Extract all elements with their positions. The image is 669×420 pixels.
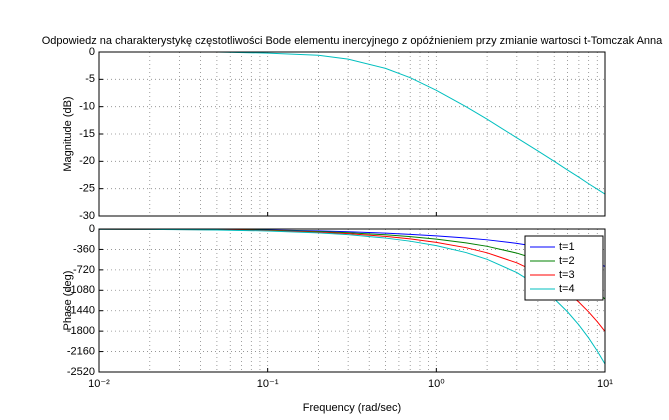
y-tick-label: -2520	[67, 366, 95, 378]
x-axis-label: Frequency (rad/sec)	[303, 402, 401, 414]
axes-box	[98, 51, 606, 217]
y-axis-label: Phase (deg)	[62, 271, 74, 331]
y-tick-label: -25	[79, 183, 95, 195]
data-line	[99, 229, 605, 365]
y-tick-label: -5	[85, 73, 95, 85]
x-tick-label: 10⁻¹	[257, 378, 279, 390]
legend-label: t=4	[559, 283, 575, 295]
y-tick-label: -720	[73, 264, 95, 276]
y-tick-label: 0	[89, 46, 95, 58]
axes-box	[98, 228, 606, 373]
y-tick-label: -1440	[67, 305, 95, 317]
legend-label: t=3	[559, 269, 575, 281]
y-tick-label: -10	[79, 101, 95, 113]
y-tick-label: 0	[89, 223, 95, 235]
x-tick-label: 10¹	[597, 378, 613, 390]
y-tick-label: -1800	[67, 325, 95, 337]
y-tick-label: -15	[79, 128, 95, 140]
y-tick-label: -360	[73, 243, 95, 255]
plot-area	[99, 229, 605, 372]
data-line	[99, 52, 605, 195]
y-tick-label: -30	[79, 210, 95, 222]
y-axis-label: Magnitude (dB)	[62, 96, 74, 171]
legend-label: t=1	[559, 241, 575, 253]
y-tick-label: -20	[79, 155, 95, 167]
x-tick-label: 10⁻²	[88, 378, 110, 390]
chart-title: Odpowiedz na charakterystykę częstotliwo…	[42, 35, 663, 47]
x-tick-label: 10⁰	[428, 378, 445, 390]
y-tick-label: -1080	[67, 284, 95, 296]
y-tick-label: -2160	[67, 345, 95, 357]
legend-label: t=2	[559, 255, 575, 267]
